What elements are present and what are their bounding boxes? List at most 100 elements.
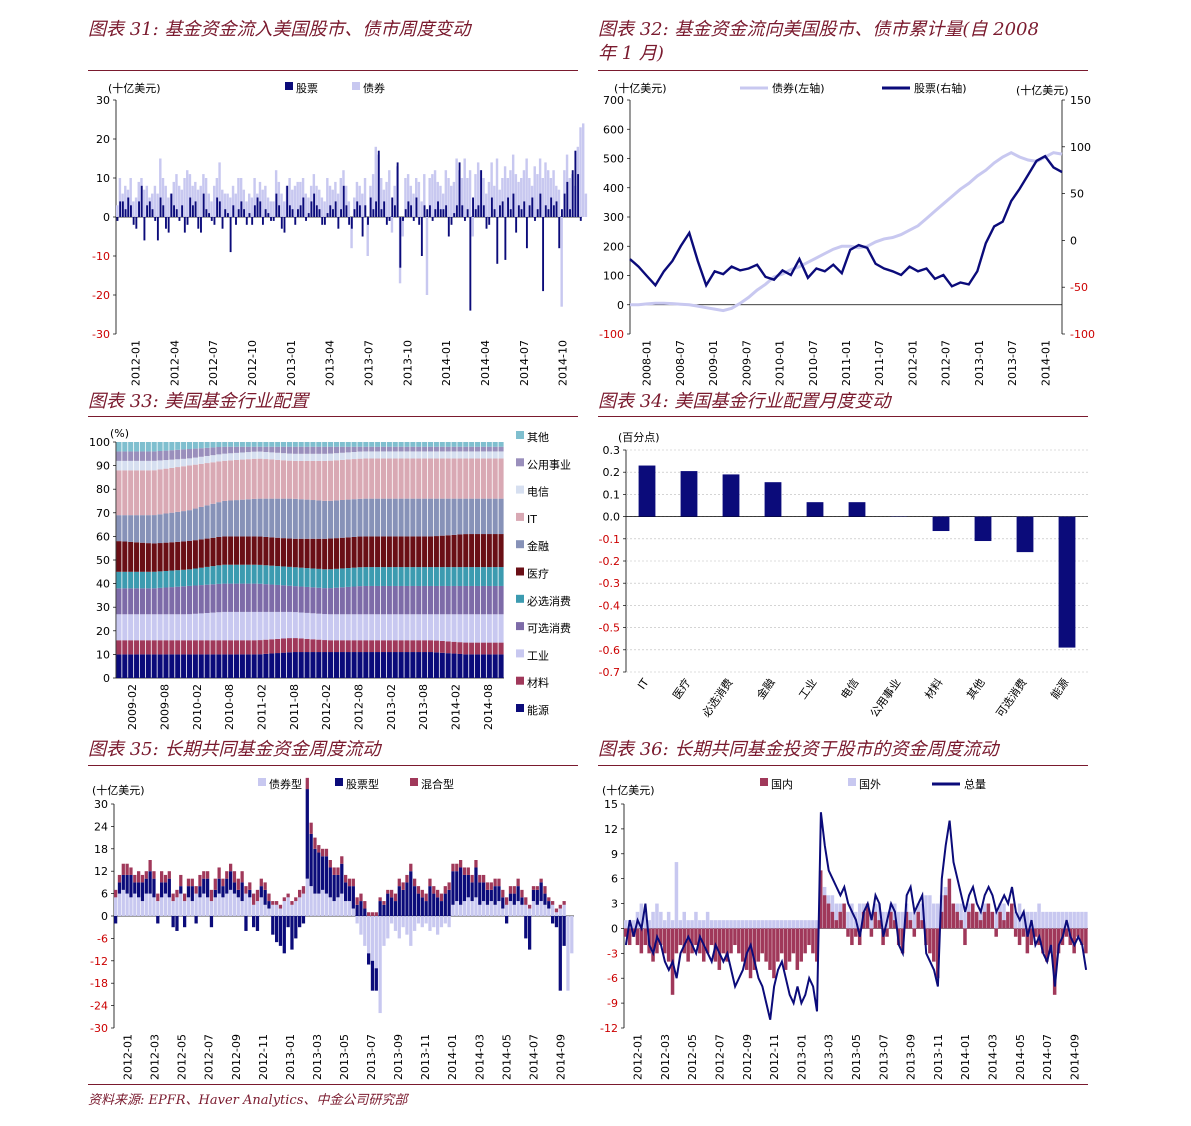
c33-bar-segment (380, 536, 387, 568)
c33-bar-segment (275, 611, 281, 639)
c35-bar-0 (267, 908, 271, 916)
c35-ytick-label: 12 (94, 865, 108, 878)
c31-bar-bond (116, 205, 119, 217)
c33-bar-segment (316, 652, 322, 678)
c34-bar (638, 465, 656, 517)
c31-bar-bond (482, 178, 485, 217)
c35-bar-2 (359, 893, 363, 902)
c31-bar-bond (423, 174, 426, 217)
c31-bar-equity (297, 209, 299, 217)
c35-legend-label: 混合型 (421, 777, 454, 791)
c33-bar-segment (192, 585, 198, 614)
c31-bar-bond (151, 193, 154, 217)
c33-legend-swatch (516, 458, 524, 467)
c33-bar-segment (228, 442, 234, 447)
c33-bar-segment (239, 536, 245, 565)
c31-bar-equity (205, 209, 208, 217)
c35-bar-2 (512, 886, 516, 894)
c35-bar-2 (355, 897, 359, 905)
c33-bar-segment (175, 459, 181, 468)
c36-bar-foreign (709, 920, 714, 929)
c35-bar-2 (505, 897, 509, 905)
c33-bar-segment (427, 451, 434, 459)
c31-bar-equity (501, 201, 504, 217)
c33-legend-swatch (516, 622, 524, 631)
c35-bar-2 (125, 863, 129, 875)
c33-bar-segment (281, 538, 287, 567)
c33-bar-segment (304, 586, 310, 613)
c35-bar-2 (482, 874, 486, 883)
c33-bar-segment (281, 611, 287, 639)
c31-bar-bond (304, 193, 307, 217)
c33-bar-segment (404, 446, 410, 452)
c33-bar-segment (233, 640, 240, 655)
c31-bar-bond (291, 189, 294, 217)
c31-bar-equity (245, 217, 248, 225)
c36-xtick-label: 2012-03 (659, 1034, 672, 1080)
c33-bar-segment (333, 442, 339, 447)
c31-bar-equity (130, 205, 132, 217)
c35-bar-1 (114, 916, 118, 924)
c33-bar-segment (339, 459, 345, 500)
c31-bar-equity (569, 209, 571, 217)
c36-bar-foreign (748, 920, 753, 929)
c33-bar-segment (328, 588, 334, 615)
c31-bar-equity (291, 209, 294, 217)
c35-bar-2 (474, 860, 478, 868)
c31-bar-bond (237, 178, 240, 217)
c33-bar-segment (386, 446, 392, 452)
c36-bar-domestic (1013, 928, 1018, 937)
c33-bar-segment (375, 585, 381, 615)
c36-bar-foreign (963, 911, 967, 929)
c33-bar-segment (263, 584, 269, 612)
c36-ytick-label: 3 (611, 898, 618, 911)
c33-bar-segment (404, 640, 410, 653)
c36-bar-foreign (1025, 911, 1030, 929)
c33-bar-segment (498, 451, 504, 459)
c33-bar-segment (157, 460, 163, 470)
c33-bar-segment (275, 442, 281, 447)
c33-bar-segment (469, 442, 475, 447)
c33-bar-segment (475, 614, 481, 643)
c36-bar-foreign (1052, 911, 1057, 929)
chart35-longterm-fund-flows: (十亿美元) 债券型 股票型 混合型3024181260-6-12-18-24-302… (90, 777, 574, 1080)
c31-bar-bond (277, 181, 281, 217)
c33-bar-segment (486, 446, 492, 452)
c36-bar-domestic (854, 928, 858, 937)
c36-bar-domestic (721, 928, 725, 954)
c33-bar-segment (222, 654, 228, 678)
c33-bar-segment (275, 459, 281, 499)
c33-legend-swatch (516, 704, 524, 712)
c35-bar-2 (290, 901, 294, 905)
c33-bar-segment (480, 585, 486, 615)
c33-bar-segment (486, 585, 492, 615)
c31-bar-bond (145, 185, 149, 217)
c33-bar-segment (116, 470, 122, 516)
c33-legend-label: 电信 (527, 486, 549, 499)
c33-bar-segment (416, 640, 422, 653)
c31-bar-bond (487, 181, 491, 217)
c33-bar-segment (239, 640, 245, 655)
c35-bar-0 (328, 897, 332, 916)
c33-bar-segment (181, 466, 187, 512)
c33-bar-segment (198, 613, 204, 641)
c33-bar-segment (198, 567, 204, 586)
c36-bar-domestic (916, 911, 920, 929)
c33-bar-segment (486, 458, 492, 499)
c33-bar-segment (151, 640, 157, 655)
c33-bar-segment (475, 567, 481, 586)
c36-bar-foreign (959, 903, 963, 929)
c33-bar-segment (333, 568, 339, 588)
c31-bar-equity (305, 217, 307, 221)
c31-xtick-label: 2013-01 (285, 340, 298, 386)
c35-bar-1 (125, 874, 129, 894)
c36-bar-domestic (811, 928, 815, 954)
c31-bar-equity (348, 217, 351, 225)
c36-bar-foreign (772, 920, 776, 929)
c33-bar-segment (122, 640, 128, 655)
c31-bar-bond (167, 197, 170, 217)
c33-bar-segment (122, 571, 128, 589)
c31-bar-bond (339, 178, 342, 217)
c35-bar-1 (286, 916, 290, 928)
c33-bar-segment (157, 451, 163, 461)
